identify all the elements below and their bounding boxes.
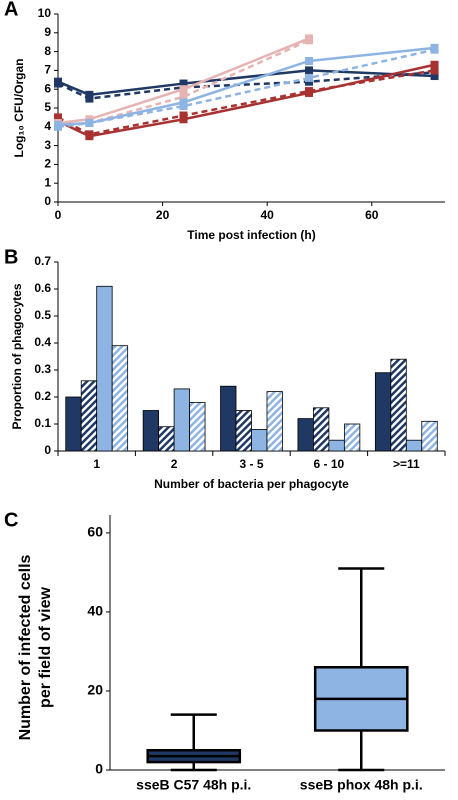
bar [251,428,268,452]
x-tick-label: 1 [93,457,100,471]
series-line [57,48,435,129]
y-tick-label: 0.6 [34,281,51,295]
y-tick-label: 3 [44,138,51,152]
x-tick-label: 2 [171,457,178,471]
series-line [57,37,310,125]
bar [266,391,283,452]
bar [405,439,423,452]
bar [328,439,345,452]
y-axis-label: per field of view [37,586,54,707]
bar [390,358,407,452]
bar [65,396,82,452]
bar [220,385,237,452]
bar [111,345,129,452]
y-tick-label: 0 [44,443,51,457]
bar [343,423,361,452]
y-tick-label: 4 [44,119,51,133]
point-marker [305,87,314,96]
point-marker [179,92,188,101]
x-tick-label: 40 [261,208,275,222]
bar [297,418,314,452]
y-axis-label: Log₁₀ CFU/Organ [12,58,26,157]
point-marker [85,94,94,103]
bar [235,410,252,452]
point-marker [54,79,62,88]
bar [142,410,160,452]
point-marker [54,113,62,122]
point-marker [54,122,62,131]
x-tick-label: 3 - 5 [239,457,263,471]
y-tick-label: 0.7 [34,254,51,268]
y-tick-label: 0.3 [34,362,51,376]
point-marker [179,111,188,120]
point-marker [430,60,439,69]
y-tick-label: 2 [44,157,51,171]
panel-label: B [4,246,18,268]
y-tick-label: 0.5 [34,308,51,322]
y-tick-label: 6 [44,81,51,95]
y-tick-label: 0 [95,761,103,777]
x-tick-label: 0 [55,208,62,222]
panel-label: C [4,509,18,531]
x-axis-label: Time post infection (h) [187,228,315,242]
point-marker [305,66,314,75]
y-tick-label: 0 [44,194,51,208]
y-tick-label: 7 [44,63,51,77]
x-tick-label: sseB phox 48h p.i. [300,777,423,793]
y-tick-label: 0.2 [34,389,51,403]
bar [80,380,98,452]
y-tick-label: 9 [44,25,51,39]
series-line [57,69,435,136]
bar [374,372,392,452]
point-marker [85,119,94,128]
point-marker [430,45,439,54]
x-tick-label: 20 [156,208,170,222]
x-tick-label: 6 - 10 [314,457,345,471]
x-tick-label: >=11 [393,457,420,471]
y-tick-label: 0.4 [34,335,51,349]
y-tick-label: 5 [44,100,51,114]
y-tick-label: 8 [44,44,51,58]
bar [96,285,113,452]
point-marker [305,36,314,45]
point-marker [305,73,314,82]
y-tick-label: 40 [87,603,103,619]
point-marker [85,130,94,139]
y-tick-label: 0.1 [34,416,51,430]
bar [189,401,206,452]
point-marker [179,85,188,94]
bar [158,426,175,452]
y-tick-label: 20 [87,682,103,698]
y-axis-label: Proportion of phagocytes [10,283,24,429]
bar [313,407,330,452]
y-tick-label: 60 [87,524,103,540]
x-tick-label: 60 [365,208,379,222]
y-axis-label: Number of infected cells [17,554,34,740]
panel-label: A [4,0,18,20]
x-axis-label: Number of bacteria per phagocyte [154,477,349,491]
y-tick-label: 10 [38,6,52,20]
bar [173,388,190,452]
bar [421,420,438,452]
point-marker [179,102,188,111]
y-tick-label: 1 [44,175,51,189]
series-line [57,46,435,127]
series-line [57,71,435,100]
point-marker [430,66,439,75]
x-tick-label: sseB C57 48h p.i. [136,777,251,793]
point-marker [305,57,314,65]
